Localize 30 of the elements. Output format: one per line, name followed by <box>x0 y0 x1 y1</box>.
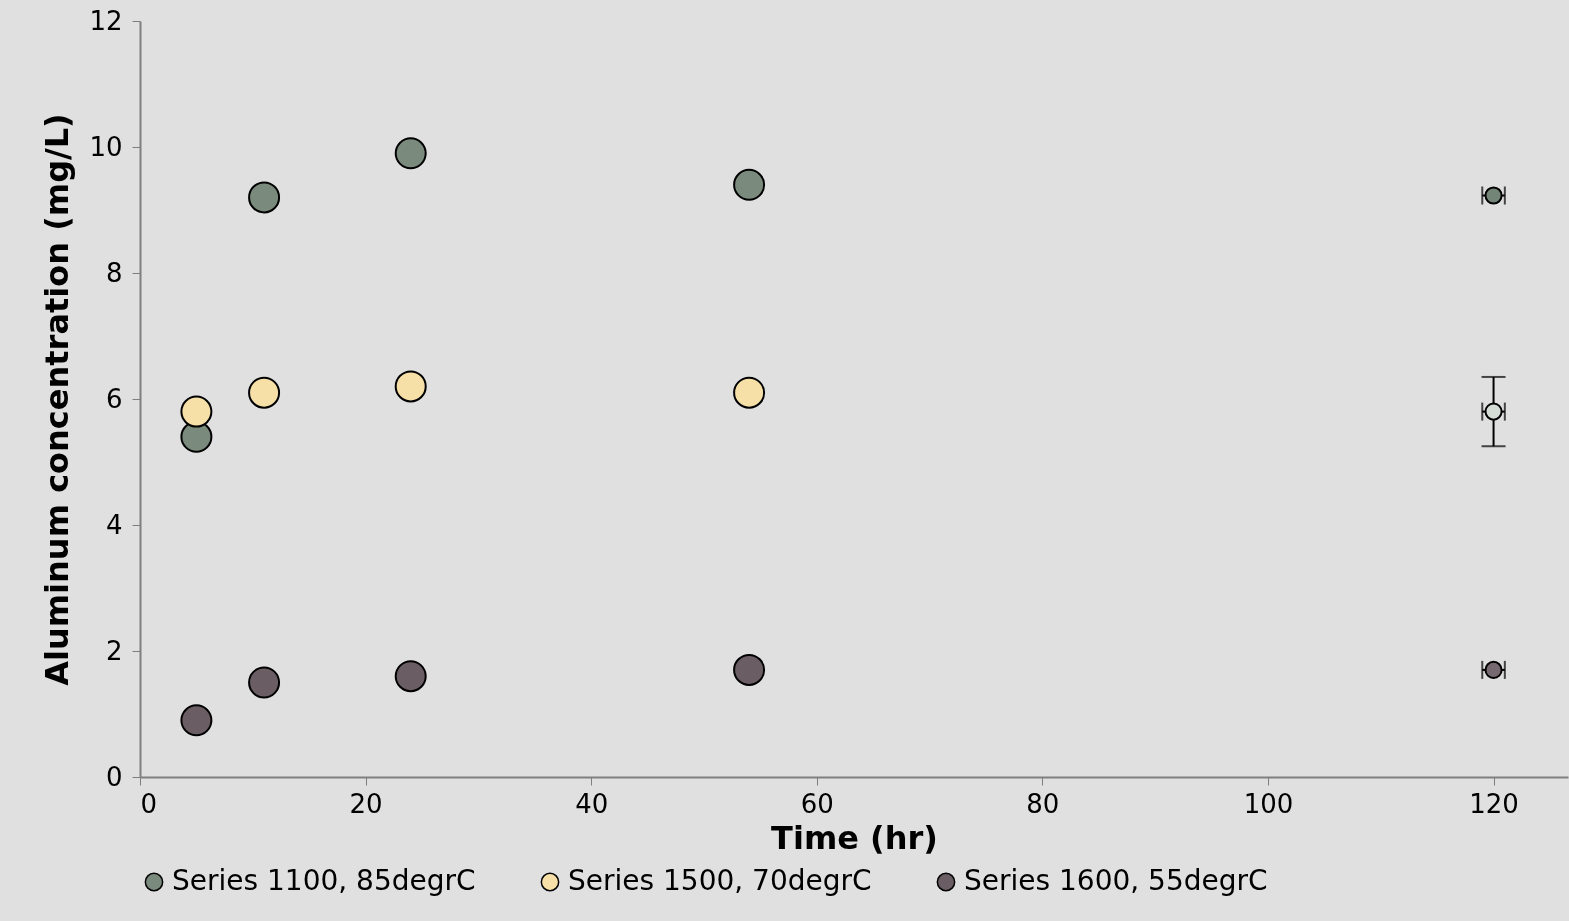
y-axis-title: Aluminum concentration (mg/L) <box>38 113 77 686</box>
point <box>394 370 427 403</box>
point <box>248 666 281 699</box>
point <box>733 653 766 686</box>
y-tick-label: 2 <box>105 635 123 666</box>
y-tick-label: 0 <box>105 761 123 792</box>
point <box>248 181 281 214</box>
point <box>733 376 766 409</box>
legend-label: Series 1600, 55degrC <box>964 864 1268 897</box>
legend-label: Series 1100, 85degrC <box>172 864 476 897</box>
x-tick-label: 80 <box>1026 788 1060 819</box>
point <box>180 395 213 428</box>
point <box>394 137 427 170</box>
x-tick-label: 0 <box>140 788 158 819</box>
point <box>394 660 427 693</box>
y-tick-label: 10 <box>89 131 123 162</box>
y-tick-label: 8 <box>105 257 123 288</box>
point <box>733 168 766 201</box>
legend-label: Series 1500, 70degrC <box>568 864 872 897</box>
point <box>248 376 281 409</box>
x-tick-label: 100 <box>1243 788 1294 819</box>
x-tick-label: 40 <box>575 788 609 819</box>
y-tick-label: 6 <box>105 383 123 414</box>
y-tick-label: 4 <box>105 509 123 540</box>
y-tick-label: 12 <box>89 5 123 36</box>
x-axis-title: Time (hr) <box>771 818 938 857</box>
point <box>180 704 213 737</box>
x-tick-label: 60 <box>800 788 834 819</box>
x-tick-label: 20 <box>349 788 383 819</box>
x-tick-label: 120 <box>1469 788 1519 819</box>
